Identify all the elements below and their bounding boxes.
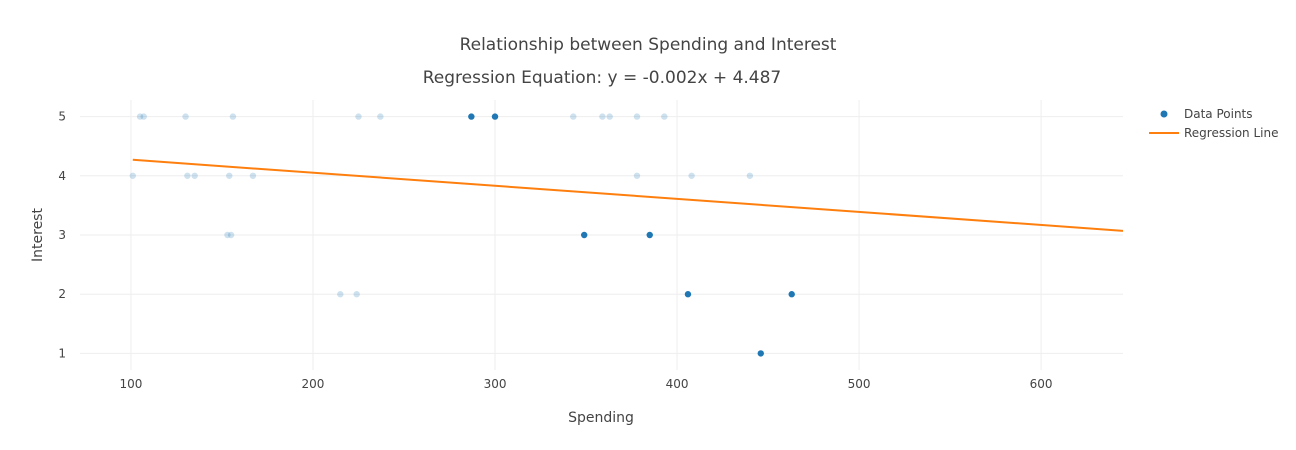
data-point[interactable]: [633, 172, 641, 179]
data-point[interactable]: [570, 113, 577, 120]
legend-item-regression-line[interactable]: Regression Line: [1149, 126, 1278, 140]
data-point[interactable]: [757, 350, 764, 357]
data-point[interactable]: [599, 113, 606, 120]
regression-series: [132, 158, 1123, 232]
y-axis-title: Interest: [30, 208, 46, 262]
plot-area: [129, 113, 1123, 357]
chart-title: Relationship between Spending and Intere…: [460, 35, 837, 55]
data-point[interactable]: [788, 291, 795, 298]
y-tick-label: 5: [58, 110, 66, 124]
legend[interactable]: Data Points Regression Line: [1149, 107, 1278, 140]
data-point[interactable]: [468, 113, 475, 120]
data-point[interactable]: [224, 231, 231, 239]
y-tick-label: 1: [58, 346, 66, 360]
data-point[interactable]: [688, 172, 695, 179]
data-point[interactable]: [136, 113, 144, 120]
data-point[interactable]: [746, 172, 754, 179]
x-tick-label: 300: [484, 377, 507, 391]
data-point[interactable]: [337, 291, 344, 298]
x-axis-ticks: 100 200 300 400 500 600: [120, 377, 1053, 391]
x-tick-label: 100: [120, 377, 143, 391]
x-axis-title: Spending: [568, 410, 634, 426]
data-point[interactable]: [491, 113, 499, 120]
data-point[interactable]: [191, 172, 198, 179]
legend-label-data-points: Data Points: [1184, 107, 1253, 121]
data-points-series: [129, 113, 795, 357]
y-tick-label: 3: [58, 228, 66, 242]
x-tick-label: 400: [666, 377, 689, 391]
data-point[interactable]: [355, 113, 362, 120]
grid-lines: [80, 100, 1123, 370]
legend-item-data-points[interactable]: Data Points: [1160, 107, 1253, 121]
regression-line: [132, 158, 1123, 232]
x-tick-label: 200: [302, 377, 325, 391]
x-tick-label: 600: [1030, 377, 1053, 391]
data-point[interactable]: [661, 113, 668, 120]
y-axis-ticks: 1 2 3 4 5: [58, 110, 66, 361]
data-point[interactable]: [633, 113, 641, 120]
data-point[interactable]: [581, 231, 588, 239]
y-tick-label: 4: [58, 169, 66, 183]
data-point[interactable]: [226, 172, 233, 179]
y-tick-label: 2: [58, 287, 66, 301]
data-point[interactable]: [646, 231, 653, 239]
data-point[interactable]: [184, 172, 191, 179]
data-point[interactable]: [606, 113, 613, 120]
data-point[interactable]: [684, 291, 692, 298]
chart-subtitle: Regression Equation: y = -0.002x + 4.487: [423, 68, 782, 88]
data-point[interactable]: [249, 172, 257, 179]
data-point[interactable]: [129, 172, 136, 179]
data-point[interactable]: [227, 231, 235, 239]
legend-marker-data-points: [1160, 110, 1168, 118]
data-point[interactable]: [182, 113, 189, 120]
data-point[interactable]: [229, 113, 237, 120]
data-point[interactable]: [140, 113, 147, 120]
x-tick-label: 500: [848, 377, 871, 391]
data-point[interactable]: [377, 113, 384, 120]
data-point[interactable]: [353, 291, 360, 298]
legend-label-regression-line: Regression Line: [1184, 126, 1278, 140]
